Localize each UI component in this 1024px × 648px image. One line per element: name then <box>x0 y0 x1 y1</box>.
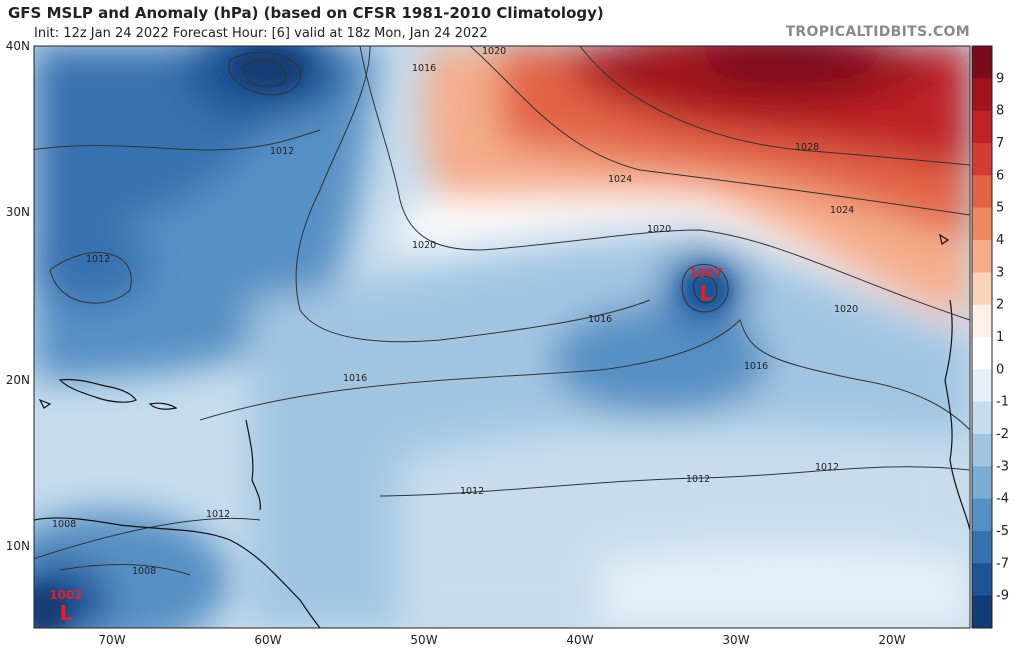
colorbar-swatch <box>972 369 992 403</box>
latitude-labels: 40N 30N 20N 10N <box>6 39 30 553</box>
colorbar-swatch <box>972 78 992 112</box>
brand-watermark: TROPICALTIDBITS.COM <box>785 24 970 40</box>
colorbar-label: -4 <box>996 492 1009 507</box>
lat-label: 20N <box>6 373 30 387</box>
colorbar-swatch <box>972 498 992 532</box>
colorbar-swatch <box>972 304 992 338</box>
low-pressure-value: 1002 <box>49 588 82 602</box>
colorbar-swatch <box>972 563 992 597</box>
colorbar-swatch <box>972 110 992 144</box>
isobar-label: 1012 <box>206 509 230 520</box>
isobar-label: 1016 <box>343 373 367 384</box>
isobar-labels: 1020 1016 1012 1028 1024 1024 1020 1020 … <box>52 46 858 577</box>
isobar-label: 1012 <box>86 254 110 265</box>
low-pressure-center: 1007 L <box>689 266 722 305</box>
colorbar-label: 2 <box>996 298 1004 313</box>
colorbar-swatch <box>972 272 992 306</box>
isobar-label: 1008 <box>52 519 76 530</box>
lon-label: 30W <box>722 633 749 647</box>
isobar-label: 1020 <box>412 240 436 251</box>
isobar-lines <box>34 46 970 576</box>
anomaly-field <box>34 46 970 628</box>
lon-label: 60W <box>254 633 281 647</box>
isobar-label: 1020 <box>834 304 858 315</box>
colorbar-label: 9 <box>996 71 1004 86</box>
lon-label: 70W <box>98 633 125 647</box>
colorbar-label: 1 <box>996 330 1004 345</box>
colorbar-label: 7 <box>996 136 1004 151</box>
lon-label: 20W <box>878 633 905 647</box>
coastlines <box>34 233 970 628</box>
low-pressure-symbol: L <box>60 601 73 625</box>
low-pressure-value: 1007 <box>689 266 722 280</box>
colorbar-frame <box>971 45 993 629</box>
colorbar-swatch <box>972 175 992 209</box>
isobar-label: 1016 <box>588 314 612 325</box>
colorbar-label: -9 <box>996 589 1009 604</box>
isobar-label: 1020 <box>482 46 506 57</box>
map-frame <box>33 45 971 629</box>
colorbar-swatch <box>972 240 992 273</box>
low-pressure-symbol: L <box>700 281 713 305</box>
colorbar-swatch <box>972 46 992 79</box>
isobar-label: 1008 <box>132 566 156 577</box>
colorbar-swatch <box>972 207 992 241</box>
colorbar-label: -3 <box>996 459 1009 474</box>
isobar-label: 1012 <box>270 146 294 157</box>
isobar-label: 1012 <box>460 486 484 497</box>
lat-label: 10N <box>6 539 30 553</box>
isobar-label: 1028 <box>795 142 819 153</box>
lon-label: 40W <box>566 633 593 647</box>
lon-label: 50W <box>410 633 437 647</box>
colorbar-swatch <box>972 434 992 467</box>
colorbar-label: -7 <box>996 556 1009 571</box>
colorbar-label: 0 <box>996 362 1004 377</box>
lat-label: 30N <box>6 205 30 219</box>
colorbar-swatch <box>972 143 992 176</box>
colorbar-label: 6 <box>996 168 1004 183</box>
colorbar-label: 4 <box>996 233 1004 248</box>
colorbar-label: 8 <box>996 104 1004 119</box>
isobar-label: 1024 <box>830 205 854 216</box>
colorbar-label: 3 <box>996 265 1004 280</box>
colorbar-swatch <box>972 337 992 370</box>
colorbar-swatch <box>972 595 992 629</box>
isobar-label: 1020 <box>647 224 671 235</box>
low-pressure-center: 1002 L <box>49 588 82 625</box>
colorbar-swatch <box>972 466 992 500</box>
colorbar-label: -1 <box>996 395 1009 410</box>
isobar-label: 1012 <box>686 474 710 485</box>
map-title: GFS MSLP and Anomaly (hPa) (based on CFS… <box>8 4 604 22</box>
colorbar-label: -2 <box>996 427 1009 442</box>
colorbar: 9 8 7 6 5 4 3 2 1 0 -1 -2 -3 -4 -5 -7 -9 <box>971 45 1009 629</box>
isobar-label: 1016 <box>412 63 436 74</box>
isobar-label: 1016 <box>744 361 768 372</box>
longitude-labels: 70W 60W 50W 40W 30W 20W <box>98 633 905 647</box>
lat-label: 40N <box>6 39 30 53</box>
colorbar-label: 5 <box>996 201 1004 216</box>
isobar-label: 1024 <box>608 174 632 185</box>
colorbar-swatch <box>972 401 992 435</box>
colorbar-label: -5 <box>996 524 1009 539</box>
map-subtitle: Init: 12z Jan 24 2022 Forecast Hour: [6]… <box>34 26 488 41</box>
isobar-label: 1012 <box>815 462 839 473</box>
colorbar-swatch <box>972 531 992 564</box>
